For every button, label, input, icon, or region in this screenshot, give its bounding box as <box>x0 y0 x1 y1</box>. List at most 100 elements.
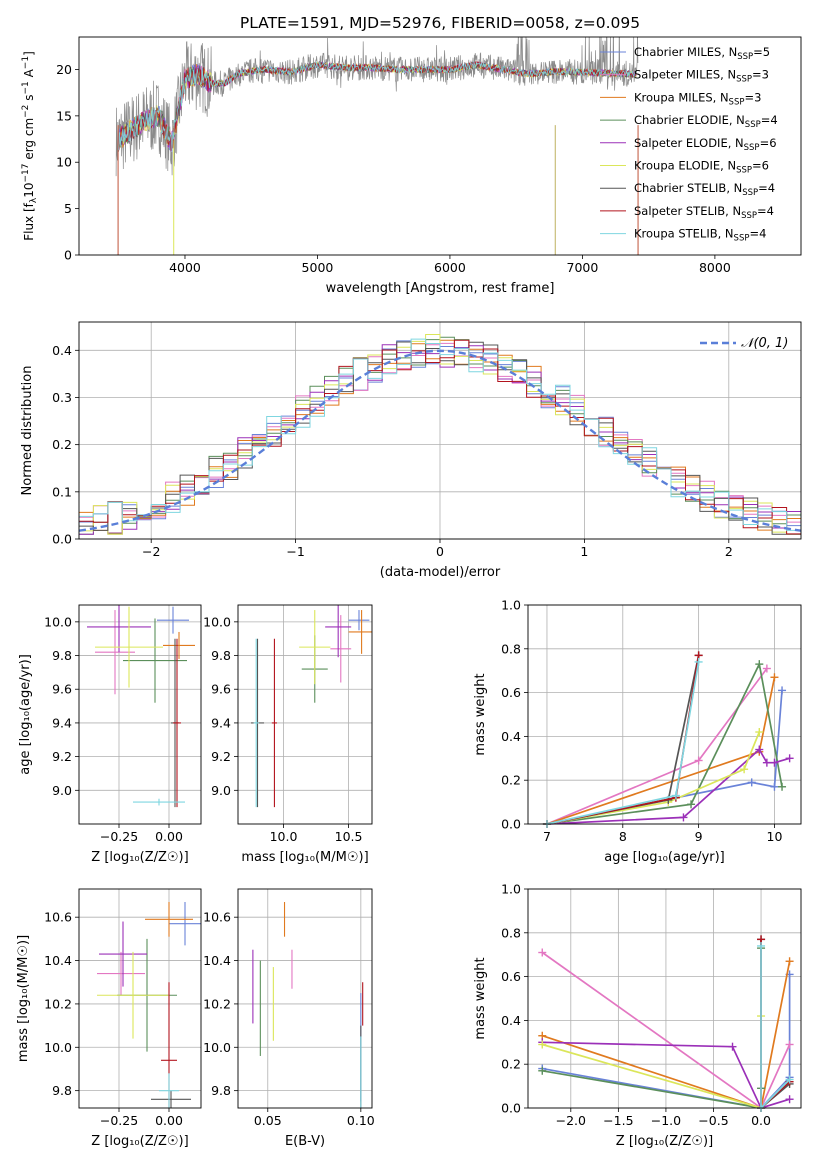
error-bars <box>87 605 195 808</box>
x-tick-label: 0.00 <box>155 829 183 844</box>
y-tick-label: 9.0 <box>211 783 231 798</box>
axes-frame <box>527 888 802 1109</box>
x-tick-label: 8000 <box>699 260 731 275</box>
error-bar-point <box>348 610 372 654</box>
x-tick-label: 0 <box>436 544 444 559</box>
y-tick-label: 10.6 <box>203 910 231 925</box>
y-tick-label: 9.8 <box>52 648 72 663</box>
x-tick-label: 10.0 <box>270 829 298 844</box>
weight-marker <box>538 1040 547 1049</box>
weight-series-line <box>546 667 768 825</box>
axes-frame <box>78 604 202 825</box>
y-tick-label: 10 <box>56 155 72 170</box>
legend-entry: Kroupa STELIB, NSSP=4 <box>634 227 766 244</box>
model-spectrum-line <box>118 61 637 151</box>
axes-frame <box>78 321 802 540</box>
weight-marker <box>770 782 779 791</box>
y-tick-label: 9.6 <box>52 682 72 697</box>
mass-vs-reddening-panel: 0.05 0.10 9.8 10.0 10.2 10.4 10.6 E(B-V) <box>203 888 375 1149</box>
error-bar-point <box>157 606 189 634</box>
weight-marker <box>762 758 771 767</box>
weight-marker <box>770 758 779 767</box>
error-bar-point <box>169 902 201 946</box>
error-bar-point <box>145 902 193 937</box>
weight-marker <box>778 782 787 791</box>
weight-marker <box>755 728 764 737</box>
legend-entry: Kroupa MILES, NSSP=3 <box>634 90 761 107</box>
y-tick-label: 0.8 <box>501 925 521 940</box>
y-tick-label: 10.2 <box>44 996 72 1011</box>
y-axis-label: mass weight <box>473 957 488 1039</box>
weight-marker <box>687 800 696 809</box>
x-tick-label: 10 <box>767 829 783 844</box>
error-bar-point <box>159 1073 179 1108</box>
histograms <box>79 334 801 535</box>
x-tick-label: 4000 <box>169 260 201 275</box>
y-tick-label: 0.4 <box>52 343 72 358</box>
axis-ticks: −0.25 0.00 9.8 10.0 10.2 10.4 10.6 <box>44 910 183 1128</box>
y-tick-label: 9.4 <box>52 715 72 730</box>
y-tick-label: 0.6 <box>501 969 521 984</box>
x-tick-label: 7 <box>543 829 551 844</box>
residuals-panel: −2 −1 0 1 2 0.0 0.1 0.2 0.3 0.4 (data-model)/error… <box>20 321 802 580</box>
error-bar-point <box>299 610 331 685</box>
error-bar-point <box>95 610 135 695</box>
weight-marker <box>679 813 688 822</box>
x-tick-label: 8 <box>619 829 627 844</box>
y-tick-label: 9.2 <box>52 749 72 764</box>
legend-entry: Chabrier ELODIE, NSSP=4 <box>634 113 778 130</box>
x-tick-label: 5000 <box>302 260 334 275</box>
error-bar-point <box>87 605 151 653</box>
weight-marker <box>762 664 771 673</box>
weight-series-line <box>546 690 783 825</box>
model-spectrum-line <box>118 61 637 153</box>
error-bar-point <box>161 982 177 1108</box>
x-tick-label: −1.0 <box>651 1113 681 1128</box>
x-axis-label: wavelength [Angstrom, rest frame] <box>326 281 555 296</box>
y-axis-label: Normed distribution <box>20 366 35 496</box>
x-tick-label: 0.10 <box>347 1113 375 1128</box>
weight-marker <box>694 756 703 765</box>
x-axis-label: mass [log₁₀(M/M☉)] <box>241 850 368 865</box>
weight-marker <box>785 957 794 966</box>
y-tick-label: 9.8 <box>211 1083 231 1098</box>
error-bar-point <box>271 638 278 808</box>
y-tick-label: 20 <box>56 62 72 77</box>
axis-ticks: 7 8 9 10 0.0 0.2 0.4 0.6 0.8 1.0 <box>501 598 782 845</box>
model-spectrum-line <box>118 61 637 151</box>
y-tick-label: 10.2 <box>203 996 231 1011</box>
axes-frame <box>527 604 802 825</box>
error-bar-point <box>163 631 195 659</box>
y-tick-label: 10.0 <box>203 614 231 629</box>
weight-marker <box>785 1095 794 1104</box>
y-tick-label: 0.6 <box>501 685 521 700</box>
spectrum-lines <box>115 37 639 255</box>
y-tick-label: 10.0 <box>203 1040 231 1055</box>
axis-ticks: 10.0 10.5 9.0 9.2 9.4 9.6 9.8 10.0 <box>203 614 362 844</box>
x-axis-label: Z [log₁₀(Z/Z☉)] <box>91 1134 188 1149</box>
legend-entry: Salpeter STELIB, NSSP=4 <box>634 204 774 221</box>
y-tick-label: 0.0 <box>52 532 72 547</box>
legend-entry: Salpeter ELODIE, NSSP=6 <box>634 136 777 153</box>
weight-marker <box>778 686 787 695</box>
y-tick-label: 9.8 <box>211 648 231 663</box>
y-axis-label: Flux [fλ10−17 erg cm−2 s−1 A−1] <box>21 51 39 241</box>
x-axis-label: (data-model)/error <box>380 565 501 580</box>
x-axis-label: E(B-V) <box>285 1134 325 1149</box>
x-tick-label: 10.5 <box>335 829 363 844</box>
error-bar-point <box>325 605 352 658</box>
x-axis-label: age [log₁₀(age/yr)] <box>604 850 725 865</box>
axes-frame <box>78 888 202 1109</box>
age-vs-metallicity-panel: −0.25 0.00 9.0 9.2 9.4 9.6 9.8 10.0 Z [log₁₀(Z/Z… <box>18 604 202 865</box>
y-tick-label: 0.2 <box>501 1057 521 1072</box>
y-tick-label: 0.2 <box>501 773 521 788</box>
y-axis-label: age [log₁₀(age/yr)] <box>18 654 33 775</box>
y-tick-label: 0.4 <box>501 1013 521 1028</box>
error-bar-point <box>99 921 147 987</box>
weight-marker <box>740 765 749 774</box>
mass-vs-metallicity-panel: −0.25 0.00 9.8 10.0 10.2 10.4 10.6 Z [log₁₀(Z/Z… <box>16 888 202 1149</box>
y-tick-label: 10.4 <box>44 953 72 968</box>
y-tick-label: 10.4 <box>203 953 231 968</box>
x-tick-label: 9 <box>695 829 703 844</box>
